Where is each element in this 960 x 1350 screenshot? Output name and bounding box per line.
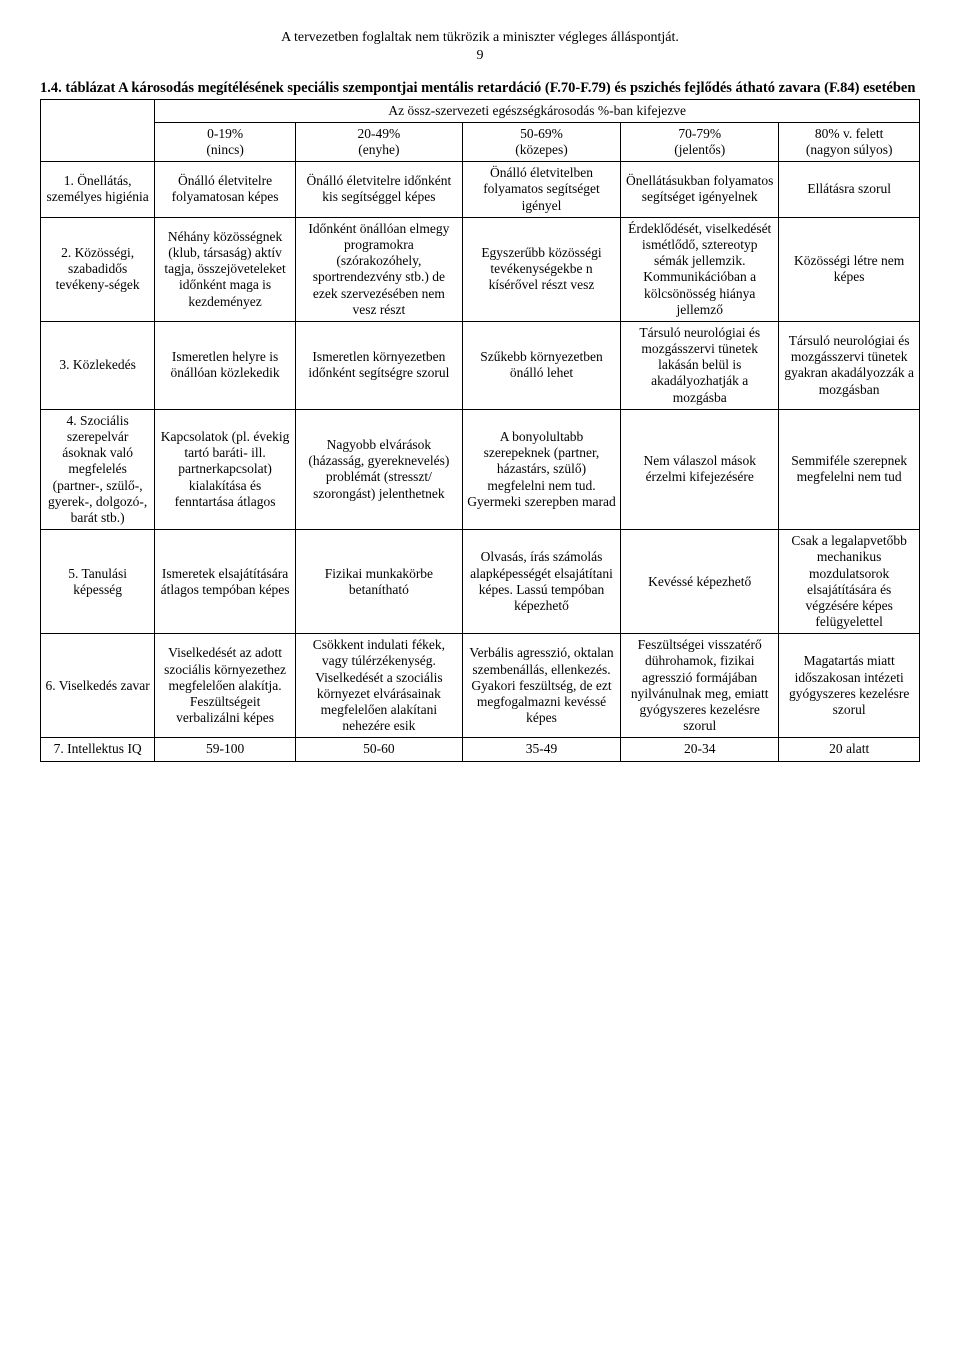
row-label: 7. Intellektus IQ	[41, 738, 155, 761]
col-header: 50-69%(közepes)	[462, 122, 620, 161]
cell: Néhány közösségnek (klub, társaság) aktí…	[155, 217, 296, 321]
cell: 20 alatt	[779, 738, 920, 761]
cell: 59-100	[155, 738, 296, 761]
cell: 50-60	[295, 738, 462, 761]
table-row: 1. Önellátás, személyes higiénia Önálló …	[41, 162, 920, 218]
disclaimer: A tervezetben foglaltak nem tükrözik a m…	[40, 30, 920, 46]
table-row: 2. Közösségi, szabadidős tevékeny-ségek …	[41, 217, 920, 321]
lead-paragraph: 1.4. táblázat A károsodás megítélésének …	[40, 79, 920, 97]
cell: Önellátásukban folyamatos segítséget igé…	[621, 162, 779, 218]
cell: Viselkedését az adott szociális környeze…	[155, 634, 296, 738]
cell: Önálló életvitelben folyamatos segítsége…	[462, 162, 620, 218]
cell: Fizikai munkakörbe betanítható	[295, 530, 462, 634]
cell: Feszültségei visszatérő dührohamok, fizi…	[621, 634, 779, 738]
cell: Ismeretek elsajátítására átlagos tempóba…	[155, 530, 296, 634]
cell: Verbális agresszió, oktalan szembenállás…	[462, 634, 620, 738]
cell: Önálló életvitelre időnként kis segítség…	[295, 162, 462, 218]
cell: Olvasás, írás számolás alapképességét el…	[462, 530, 620, 634]
cell: Csak a legalapvetőbb mechanikus mozdulat…	[779, 530, 920, 634]
col-header: 70-79%(jelentős)	[621, 122, 779, 161]
row-label: 2. Közösségi, szabadidős tevékeny-ségek	[41, 217, 155, 321]
cell: Ismeretlen helyre is önállóan közlekedik	[155, 321, 296, 409]
cell: 20-34	[621, 738, 779, 761]
lead-bold: 1.4. táblázat A károsodás megítélésének …	[40, 80, 915, 96]
cell: Közösségi létre nem képes	[779, 217, 920, 321]
row-label: 5. Tanulási képesség	[41, 530, 155, 634]
cell: Magatartás miatt időszakosan intézeti gy…	[779, 634, 920, 738]
cell: Kapcsolatok (pl. évekig tartó baráti- il…	[155, 409, 296, 529]
row-label: 4. Szociális szerepelvár ásoknak való me…	[41, 409, 155, 529]
cell: Nagyobb elvárások (házasság, gyereknevel…	[295, 409, 462, 529]
cell: 35-49	[462, 738, 620, 761]
cell: A bonyolultabb szerepeknek (partner, ház…	[462, 409, 620, 529]
cell: Önálló életvitelre folyamatosan képes	[155, 162, 296, 218]
cell: Semmiféle szerepnek megfelelni nem tud	[779, 409, 920, 529]
cell: Kevéssé képezhető	[621, 530, 779, 634]
row-label: 3. Közlekedés	[41, 321, 155, 409]
table-row: 7. Intellektus IQ 59-100 50-60 35-49 20-…	[41, 738, 920, 761]
span-header: Az össz-szervezeti egészségkárosodás %-b…	[155, 99, 920, 122]
cell: Társuló neurológiai és mozgásszervi tüne…	[779, 321, 920, 409]
column-header-row: 0-19%(nincs) 20-49%(enyhe) 50-69%(közepe…	[41, 122, 920, 161]
table-row: 5. Tanulási képesség Ismeretek elsajátít…	[41, 530, 920, 634]
cell: Ismeretlen környezetben időnként segítsé…	[295, 321, 462, 409]
cell: Nem válaszol mások érzelmi kifejezésére	[621, 409, 779, 529]
col-header: 0-19%(nincs)	[155, 122, 296, 161]
cell: Társuló neurológiai és mozgásszervi tüne…	[621, 321, 779, 409]
table-row: 3. Közlekedés Ismeretlen helyre is önáll…	[41, 321, 920, 409]
cell: Csökkent indulati fékek, vagy túlérzéken…	[295, 634, 462, 738]
col-header: 80% v. felett(nagyon súlyos)	[779, 122, 920, 161]
row-label: 6. Viselkedés zavar	[41, 634, 155, 738]
cell: Egyszerűbb közösségi tevékenységekbe n k…	[462, 217, 620, 321]
cell: Érdeklődését, viselkedését ismétlődő, sz…	[621, 217, 779, 321]
assessment-table: Az össz-szervezeti egészségkárosodás %-b…	[40, 99, 920, 762]
table-row: 4. Szociális szerepelvár ásoknak való me…	[41, 409, 920, 529]
table-row: 6. Viselkedés zavar Viselkedését az adot…	[41, 634, 920, 738]
page-number: 9	[40, 48, 920, 64]
cell: Szűkebb környezetben önálló lehet	[462, 321, 620, 409]
row-label: 1. Önellátás, személyes higiénia	[41, 162, 155, 218]
cell: Időnként önállóan elmegy programokra (sz…	[295, 217, 462, 321]
col-header: 20-49%(enyhe)	[295, 122, 462, 161]
header-blank	[41, 99, 155, 162]
cell: Ellátásra szorul	[779, 162, 920, 218]
